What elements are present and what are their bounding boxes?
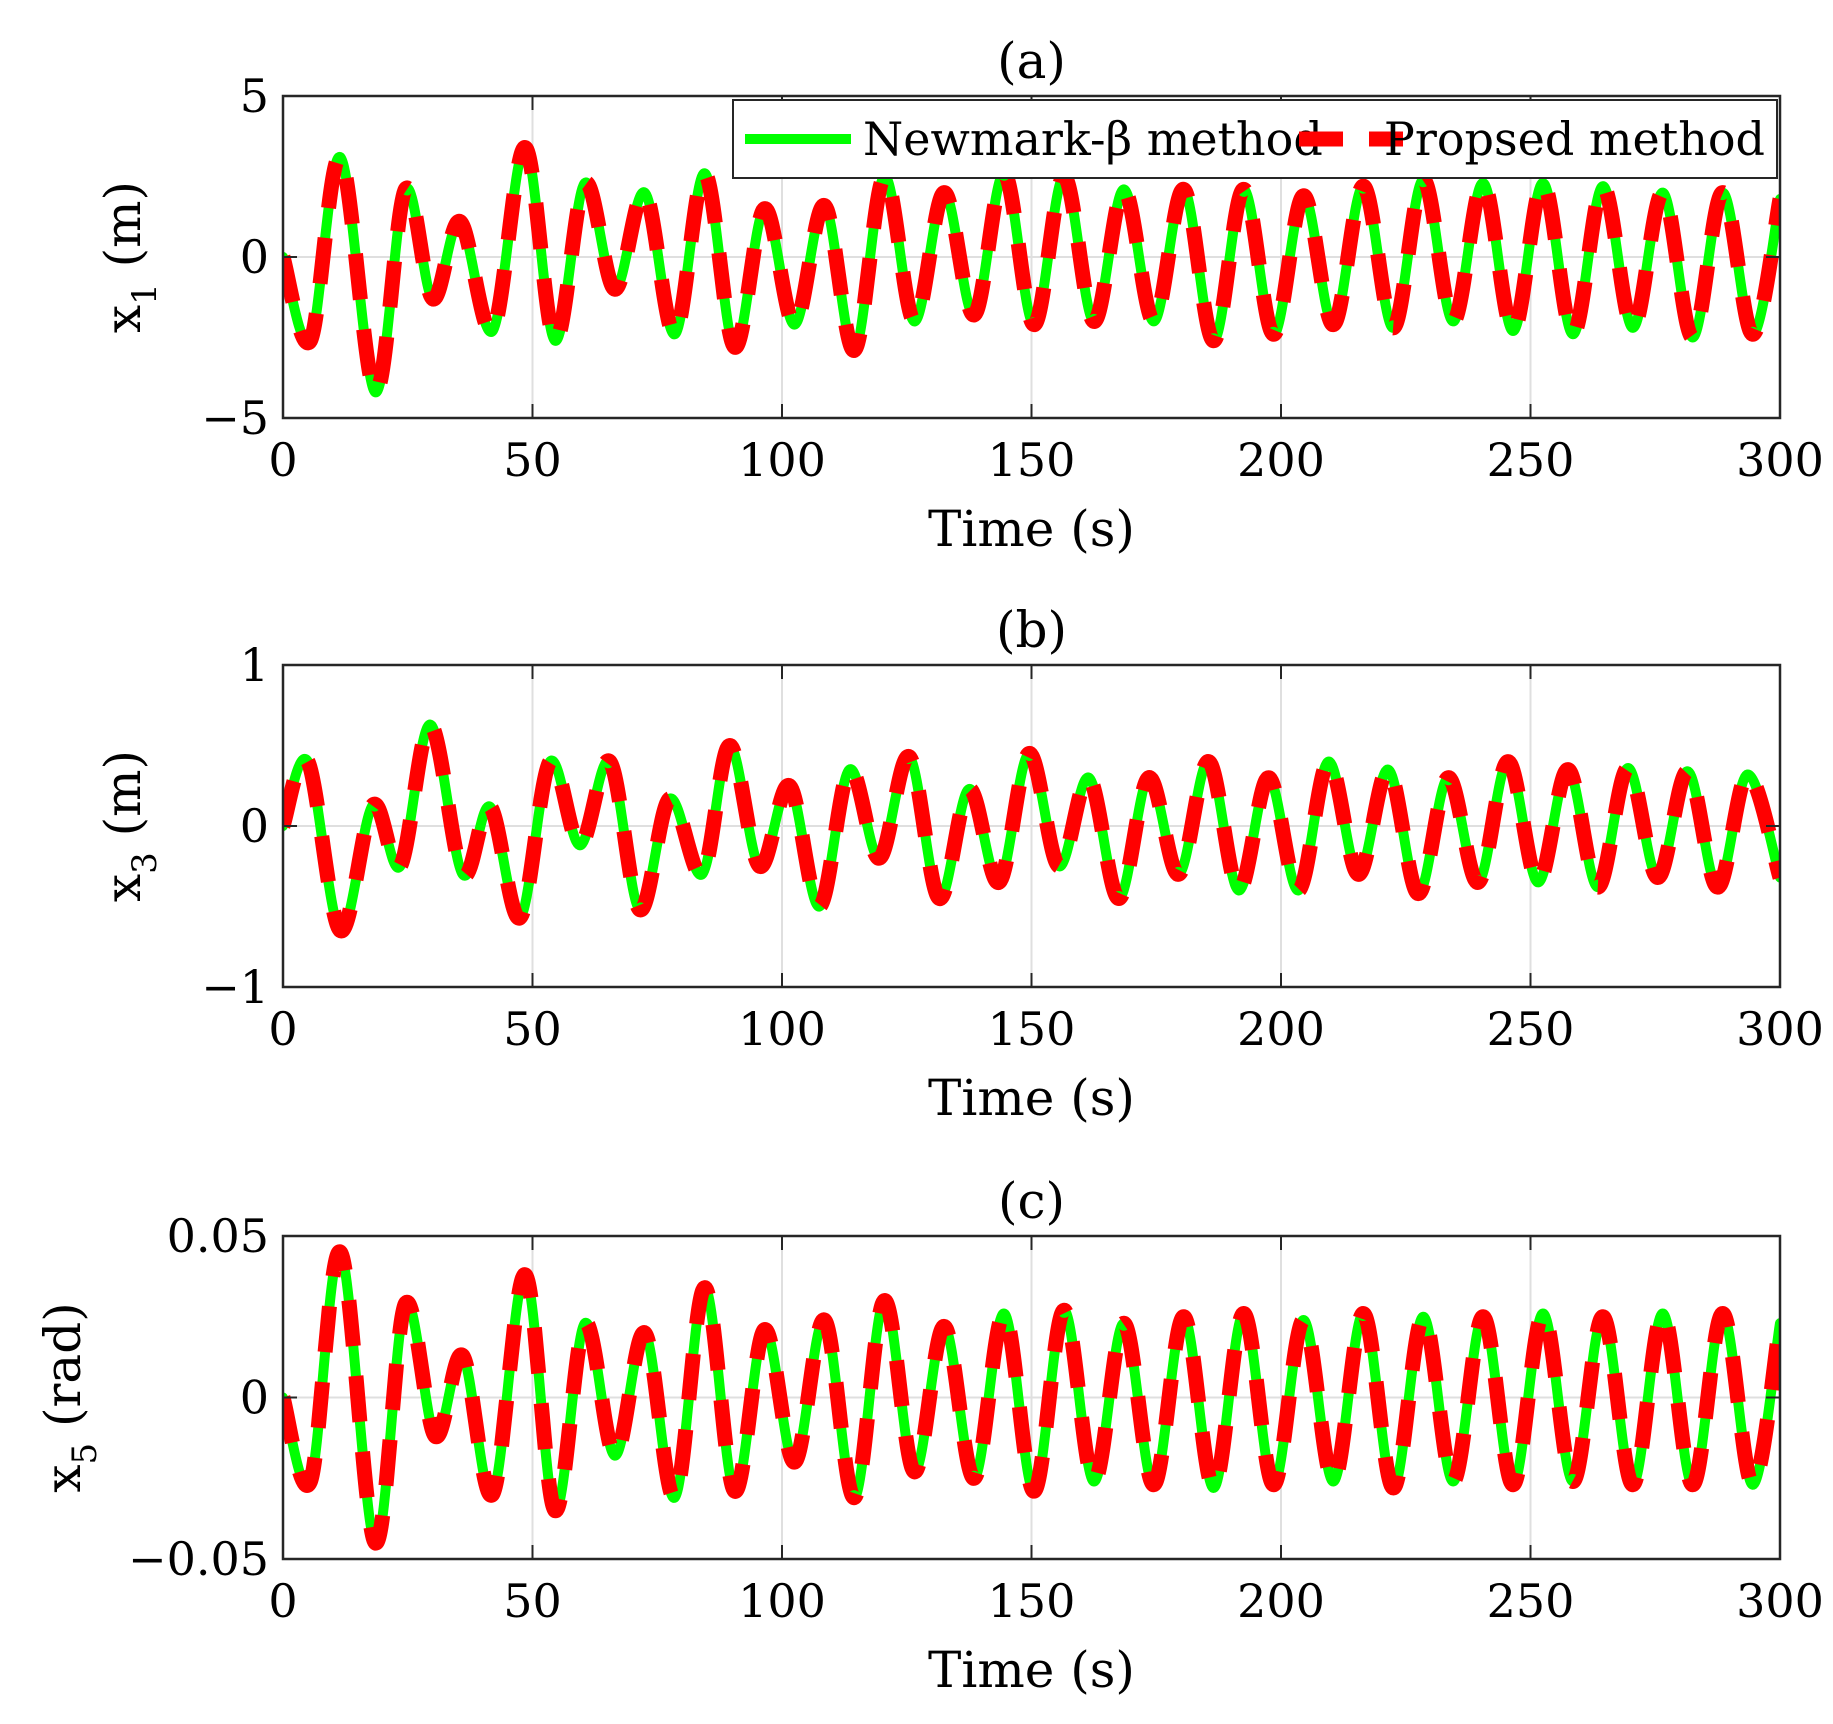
x-tick-label: 250 [1487,433,1575,487]
y-axis-label-var: x [34,1465,92,1493]
series-line-proposed [283,140,1780,400]
x-axis-label: Time (s) [928,1641,1135,1699]
y-tick-label: 0 [240,799,269,853]
y-tick-label: 0 [240,1371,269,1425]
y-axis-label-var: x [94,874,152,902]
y-axis-label-subscript: 3 [125,852,165,874]
chart-panel-2: 0 50 100 150 200 250 300−101(b)Time (s)x3 (m) [94,601,1824,1127]
y-axis-label: x5 (rad) [34,1302,105,1492]
x-tick-label: 100 [738,1574,826,1628]
x-tick-label: 300 [1736,1574,1824,1628]
y-axis-label-subscript: 5 [65,1443,105,1465]
panel-title: (b) [996,601,1067,659]
x-tick-label: 250 [1487,1574,1575,1628]
y-axis-label-unit: (rad) [34,1302,92,1443]
y-tick-label: −1 [201,960,269,1014]
x-tick-label: 150 [988,1002,1076,1056]
y-tick-label: 0 [240,230,269,284]
y-tick-label: 5 [240,69,269,123]
y-axis-label: x1 (m) [94,181,165,333]
x-tick-label: 0 [268,433,297,487]
y-axis-label-unit: (m) [94,181,152,283]
y-axis-label-subscript: 1 [125,283,165,305]
chart-panel-1: 0 50 100 150 200 250 300−505(a)Time (s)x1 (m)N… [94,32,1824,558]
y-tick-label: 1 [240,638,269,692]
x-tick-label: 50 [503,433,562,487]
series-line-proposed [283,1244,1780,1551]
x-tick-label: 300 [1736,433,1824,487]
x-tick-label: 50 [503,1002,562,1056]
x-tick-label: 150 [988,433,1076,487]
x-axis-label: Time (s) [928,500,1135,558]
y-axis-label: x3 (m) [94,750,165,902]
x-tick-label: 150 [988,1574,1076,1628]
panel-title: (c) [998,1172,1065,1230]
x-tick-label: 100 [738,1002,826,1056]
y-tick-label: −0.05 [128,1532,269,1586]
x-tick-label: 300 [1736,1002,1824,1056]
x-tick-label: 0 [268,1002,297,1056]
series-line-proposed [283,717,1780,939]
x-tick-label: 50 [503,1574,562,1628]
legend: Newmark-β method Propsed method [732,99,1778,179]
x-tick-label: 0 [268,1574,297,1628]
y-tick-label: 0.05 [167,1209,269,1263]
y-axis-label-unit: (m) [94,750,152,852]
legend-box [732,99,1778,179]
legend-label-newmark: Newmark-β method [863,112,1323,166]
panel-title: (a) [997,32,1066,90]
x-tick-label: 200 [1237,433,1325,487]
x-tick-label: 100 [738,433,826,487]
legend-label-proposed: Propsed method [1384,112,1765,166]
x-tick-label: 200 [1237,1002,1325,1056]
x-tick-label: 200 [1237,1574,1325,1628]
x-axis-label: Time (s) [928,1069,1135,1127]
y-axis-label-var: x [94,305,152,333]
y-tick-label: −5 [201,391,269,445]
x-tick-label: 250 [1487,1002,1575,1056]
